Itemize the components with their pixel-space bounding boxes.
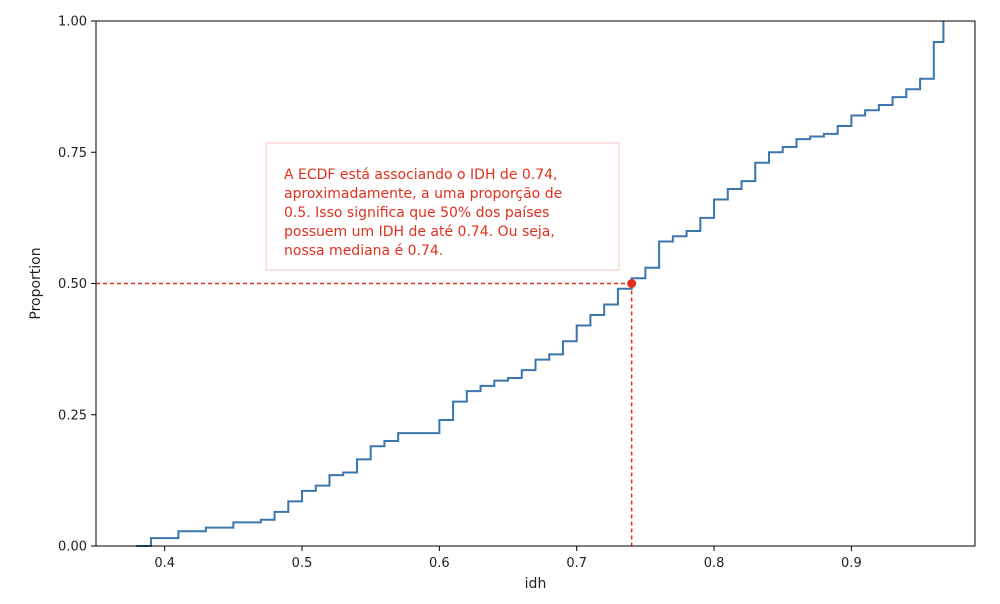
annotation-line: nossa mediana é 0.74. [284, 243, 443, 259]
x-tick-label: 0.9 [841, 556, 862, 571]
ecdf-step-line [135, 21, 945, 547]
x-axis: 0.4 0.5 0.6 0.7 0.8 0.9 [154, 546, 862, 571]
x-axis-title: idh [525, 576, 547, 592]
annotation-frame [265, 142, 620, 271]
median-point [627, 279, 637, 288]
x-tick-label: 0.4 [154, 556, 175, 571]
y-tick-label: 1.00 [58, 15, 87, 30]
reference-lines [96, 282, 633, 546]
highlight-layer [627, 279, 637, 288]
annotation-box: A ECDF está associando o IDH de 0.74, apr… [265, 142, 620, 271]
y-axis-title: Proportion [28, 247, 44, 319]
x-tick-label: 0.8 [704, 556, 725, 571]
annotation-line: 0.5. Isso significa que 50% dos países [284, 205, 549, 221]
annotation-line: possuem um IDH de até 0.74. Ou seja, [284, 224, 555, 240]
y-tick-label: 0.25 [58, 408, 87, 423]
x-tick-label: 0.7 [566, 556, 587, 571]
axes-frame [95, 20, 976, 547]
y-tick-label: 0.50 [58, 277, 87, 292]
x-tick-label: 0.6 [429, 556, 450, 571]
series-layer [135, 21, 945, 547]
annotation-line: aproximadamente, a uma proporção de [284, 186, 562, 202]
y-tick-label: 0.75 [58, 146, 87, 161]
annotation-line: A ECDF está associando o IDH de 0.74, [284, 167, 558, 183]
x-tick-label: 0.5 [292, 556, 313, 571]
y-tick-label: 0.00 [58, 540, 87, 555]
y-axis: 0.00 0.25 0.50 0.75 1.00 [58, 15, 96, 555]
plot-frame [95, 20, 976, 547]
